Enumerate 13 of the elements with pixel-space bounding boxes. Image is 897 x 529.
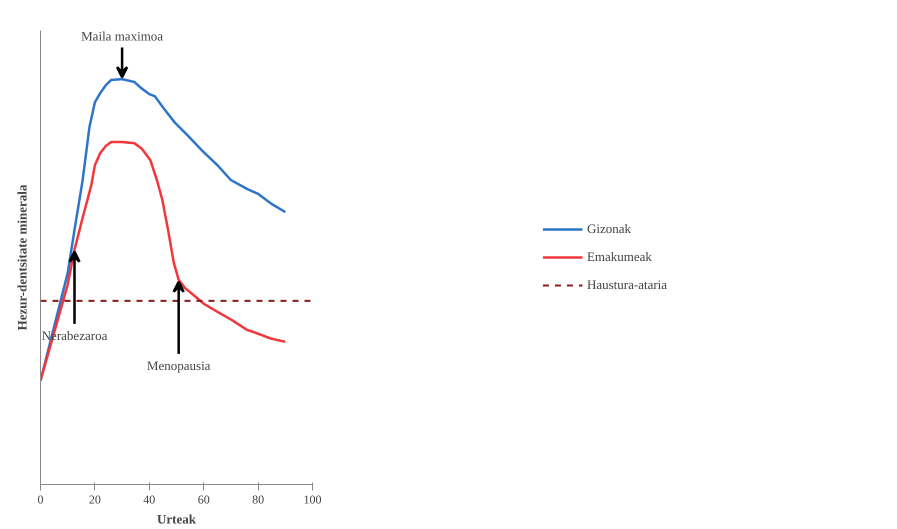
legend-label: Gizonak — [586, 221, 631, 237]
y-axis-title: Hezur-dentsitate minerala — [14, 184, 30, 330]
x-tick-label: 100 — [304, 492, 322, 506]
x-tick-label: 0 — [38, 492, 44, 506]
legend-label: Haustura-ataria — [586, 277, 668, 293]
x-tick-label: 60 — [198, 492, 210, 506]
x-tick-label: 20 — [88, 492, 101, 506]
annotation: Menopausia — [146, 358, 211, 373]
x-tick-label: 40 — [143, 492, 156, 506]
annotation: Maila maximoa — [81, 28, 164, 44]
x-tick-label: 80 — [252, 492, 264, 506]
legend-label: Emakumeak — [586, 249, 652, 265]
x-axis-title: Urteak — [157, 512, 197, 526]
